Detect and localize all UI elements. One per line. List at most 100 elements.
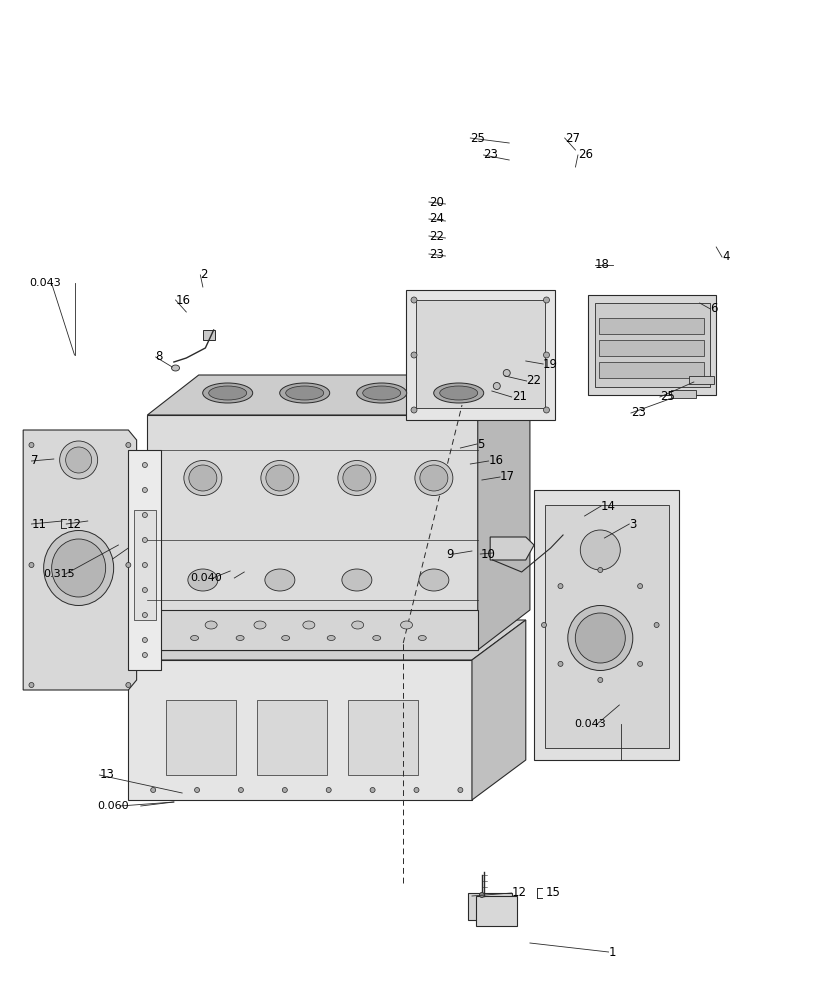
Ellipse shape (203, 383, 252, 403)
Ellipse shape (557, 584, 562, 589)
Bar (599, 318, 703, 334)
Polygon shape (467, 893, 511, 920)
Ellipse shape (414, 460, 452, 495)
Text: 3: 3 (629, 518, 636, 530)
Text: 0.043: 0.043 (574, 719, 605, 729)
Ellipse shape (410, 407, 417, 413)
Ellipse shape (142, 612, 147, 617)
Ellipse shape (265, 569, 294, 591)
Text: 1: 1 (608, 946, 615, 958)
Ellipse shape (356, 383, 406, 403)
Polygon shape (587, 295, 715, 395)
Text: 6: 6 (710, 302, 717, 316)
Polygon shape (256, 700, 327, 775)
Text: 16: 16 (175, 294, 190, 306)
Text: 25: 25 (659, 390, 674, 403)
Text: 7: 7 (31, 454, 39, 468)
Ellipse shape (142, 462, 147, 468)
Ellipse shape (282, 788, 287, 792)
Ellipse shape (142, 538, 147, 542)
Text: 22: 22 (526, 374, 541, 387)
Ellipse shape (419, 465, 447, 491)
Bar (599, 340, 703, 356)
Ellipse shape (265, 465, 294, 491)
Ellipse shape (653, 622, 658, 628)
Ellipse shape (151, 788, 155, 792)
Ellipse shape (142, 512, 147, 518)
Polygon shape (147, 375, 529, 415)
Bar (599, 362, 703, 378)
Text: 4: 4 (721, 250, 729, 263)
Ellipse shape (351, 621, 363, 629)
Ellipse shape (60, 441, 98, 479)
Text: 23: 23 (630, 406, 645, 420)
Ellipse shape (194, 788, 199, 792)
Polygon shape (490, 537, 533, 560)
Ellipse shape (410, 352, 417, 358)
Text: 12: 12 (66, 518, 81, 530)
Text: 23: 23 (483, 148, 498, 161)
Text: 0.315: 0.315 (43, 569, 74, 579)
Text: 24: 24 (428, 213, 443, 226)
Ellipse shape (410, 297, 417, 303)
Ellipse shape (280, 383, 329, 403)
Text: 0.060: 0.060 (98, 801, 129, 811)
Ellipse shape (637, 584, 642, 589)
Polygon shape (594, 303, 709, 387)
Ellipse shape (142, 587, 147, 592)
Ellipse shape (637, 661, 642, 666)
Polygon shape (688, 376, 713, 384)
Ellipse shape (190, 636, 198, 641)
Ellipse shape (51, 539, 106, 597)
Ellipse shape (326, 788, 331, 792)
Ellipse shape (126, 682, 131, 688)
Ellipse shape (29, 562, 34, 568)
Ellipse shape (418, 636, 426, 641)
Ellipse shape (567, 605, 632, 670)
Ellipse shape (370, 788, 375, 792)
Ellipse shape (543, 407, 549, 413)
Ellipse shape (303, 621, 314, 629)
Ellipse shape (433, 383, 483, 403)
Ellipse shape (281, 636, 289, 641)
Ellipse shape (327, 636, 335, 641)
Ellipse shape (414, 788, 418, 792)
Ellipse shape (557, 661, 562, 666)
Text: 11: 11 (31, 518, 46, 530)
Ellipse shape (362, 386, 400, 400)
Polygon shape (544, 505, 668, 748)
Polygon shape (147, 415, 477, 650)
Polygon shape (670, 390, 695, 398)
Text: 12: 12 (511, 886, 526, 900)
Text: 8: 8 (155, 351, 163, 363)
Text: 16: 16 (488, 454, 503, 468)
Text: 25: 25 (470, 131, 485, 144)
Text: 18: 18 (594, 258, 609, 271)
Ellipse shape (439, 386, 477, 400)
Ellipse shape (142, 652, 147, 658)
Polygon shape (165, 700, 236, 775)
Ellipse shape (342, 465, 370, 491)
Ellipse shape (575, 613, 624, 663)
Text: 20: 20 (428, 196, 443, 209)
Ellipse shape (188, 569, 218, 591)
Polygon shape (533, 490, 678, 760)
Text: 14: 14 (600, 499, 615, 512)
Ellipse shape (208, 386, 246, 400)
Polygon shape (128, 620, 525, 660)
Ellipse shape (372, 636, 380, 641)
Text: 15: 15 (545, 886, 560, 900)
Ellipse shape (493, 382, 500, 389)
Ellipse shape (400, 621, 412, 629)
Text: 10: 10 (480, 548, 495, 560)
Ellipse shape (418, 569, 448, 591)
Polygon shape (203, 330, 215, 340)
Ellipse shape (597, 568, 602, 572)
Ellipse shape (580, 530, 619, 570)
Polygon shape (405, 290, 554, 420)
Text: 13: 13 (99, 768, 114, 782)
Text: 17: 17 (500, 471, 514, 484)
Ellipse shape (142, 562, 147, 568)
Text: 5: 5 (476, 438, 484, 450)
Text: 9: 9 (446, 548, 453, 560)
